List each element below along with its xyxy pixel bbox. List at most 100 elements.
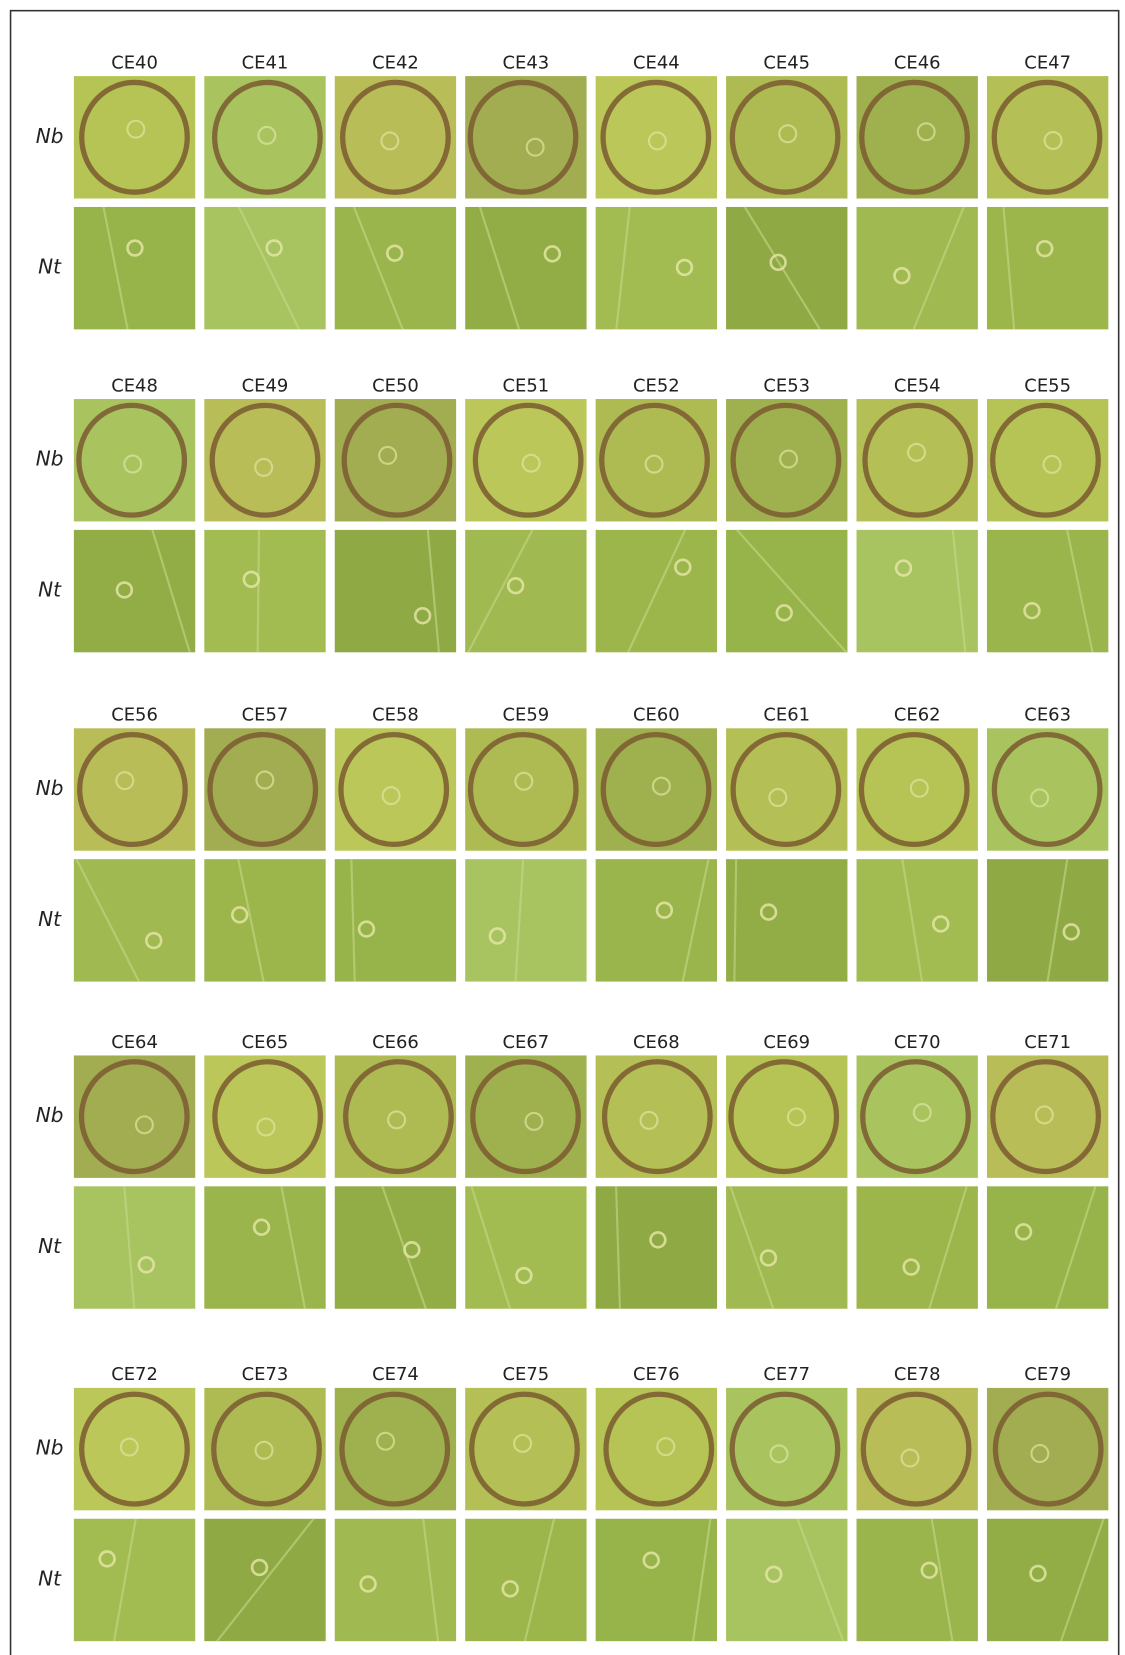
leaf-image [335,1519,456,1641]
leaf-image [74,1388,195,1510]
row-label: Nb [36,1436,64,1460]
column-label: CE61 [763,705,810,726]
column-label: CE66 [372,1032,419,1053]
leaf-image [857,1519,978,1641]
column-label: CE50 [372,375,419,396]
column-label: CE40 [111,52,158,73]
column-label: CE76 [633,1364,680,1385]
leaf-image [726,207,847,329]
leaf-image [74,728,195,850]
column-label: CE43 [503,52,550,73]
leaf-image [465,530,586,652]
leaf-image [596,76,717,198]
column-label: CE51 [503,375,550,396]
row-label: Nt [38,578,62,602]
leaf-image [857,1186,978,1308]
column-label: CE75 [503,1364,550,1385]
column-label: CE54 [894,375,941,396]
leaf-image [857,859,978,981]
leaf-image [987,1055,1108,1177]
column-label: CE70 [894,1032,941,1053]
row-label: Nt [38,907,62,931]
leaf-image [987,859,1108,981]
column-label: CE71 [1024,1032,1071,1053]
leaf-image [596,207,717,329]
leaf-image [987,399,1108,521]
column-label: CE63 [1024,705,1071,726]
column-label: CE58 [372,705,419,726]
leaf-image [74,399,195,521]
column-label: CE69 [763,1032,810,1053]
column-label: CE55 [1024,375,1071,396]
column-label: CE78 [894,1364,941,1385]
row-label: Nt [38,255,62,279]
column-label: CE42 [372,52,419,73]
row-label: Nb [36,447,64,471]
row-label: Nt [38,1234,62,1258]
leaf-image [335,1388,456,1510]
leaf-image [465,399,586,521]
leaf-image [726,1519,847,1641]
column-label: CE56 [111,705,158,726]
column-label: CE44 [633,52,680,73]
column-label: CE77 [763,1364,810,1385]
leaf-image [74,1519,195,1641]
column-label: CE45 [763,52,810,73]
leaf-image [204,399,325,521]
leaf-image [987,1519,1108,1641]
leaf-image [74,530,195,652]
column-label: CE65 [242,1032,289,1053]
leaf-image [726,399,847,521]
column-label: CE72 [111,1364,158,1385]
leaf-image [987,530,1108,652]
leaf-image [596,399,717,521]
row-label: Nb [36,1103,64,1127]
column-label: CE57 [242,705,289,726]
leaf-image [335,1055,456,1177]
leaf-image [204,1186,325,1308]
row-label: Nb [36,776,64,800]
column-label: CE62 [894,705,941,726]
column-label: CE59 [503,705,550,726]
leaf-image [596,1519,717,1641]
column-label: CE46 [894,52,941,73]
leaf-image [726,1186,847,1308]
leaf-image [465,207,586,329]
leaf-image [465,1186,586,1308]
leaf-image [726,1055,847,1177]
leaf-image [987,76,1108,198]
leaf-image [74,207,195,329]
column-label: CE74 [372,1364,419,1385]
leaf-image [74,859,195,981]
leaf-image [465,859,586,981]
column-label: CE67 [503,1032,550,1053]
column-label: CE47 [1024,52,1071,73]
leaf-image [74,1055,195,1177]
column-label: CE49 [242,375,289,396]
leaf-image [596,1388,717,1510]
leaf-vein [258,530,259,652]
leaf-image [596,859,717,981]
leaf-image [204,207,325,329]
leaf-image [335,1186,456,1308]
leaf-image [726,859,847,981]
column-label: CE79 [1024,1364,1071,1385]
leaf-image [596,728,717,850]
leaf-image [726,728,847,850]
leaf-image [465,1388,586,1510]
column-label: CE68 [633,1032,680,1053]
column-label: CE60 [633,705,680,726]
column-label: CE64 [111,1032,158,1053]
leaf-image [204,1055,325,1177]
leaf-image [987,728,1108,850]
figure: Nb Nt CE40 CE41 CE42 CE43 CE44 CE45 CE46 CE47 Nb Nt… [0,0,1125,1655]
leaf-image [74,1186,195,1308]
leaf-image [204,530,325,652]
column-label: CE41 [242,52,289,73]
leaf-image [726,76,847,198]
leaf-image [204,76,325,198]
row-label: Nb [36,124,64,148]
column-label: CE53 [763,375,810,396]
column-label: CE48 [111,375,158,396]
leaf-image [465,1519,586,1641]
